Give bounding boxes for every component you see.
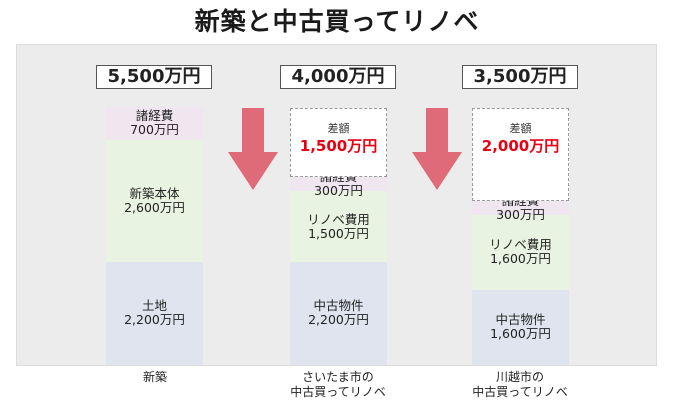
chart-title: 新築と中古買ってリノベ bbox=[194, 7, 480, 36]
bar-segment-新築本体: 新築本体 2,600万円 bbox=[106, 139, 203, 262]
category-label: さいたま市の 中古買ってリノベ bbox=[258, 370, 418, 400]
category-label-line1: 新築 bbox=[142, 370, 167, 384]
segment-value-label: 2,200万円 bbox=[124, 312, 185, 328]
bar-segment-リノベ費用: リノベ費用 1,600万円 bbox=[472, 214, 569, 290]
segment-value-label: 1,600万円 bbox=[490, 251, 551, 267]
difference-box bbox=[472, 108, 569, 201]
segment-value-label: 1,600万円 bbox=[490, 326, 551, 342]
segment-label: 土地 bbox=[141, 298, 167, 314]
bar-segment-リノベ費用: リノベ費用 1,500万円 bbox=[290, 191, 387, 262]
down-arrow-icon bbox=[412, 108, 462, 190]
category-label-line2: 中古買ってリノベ bbox=[290, 385, 386, 399]
category-label: 新築 bbox=[75, 370, 235, 385]
segment-value-label: 1,500万円 bbox=[308, 225, 369, 241]
category-label-line1: さいたま市の bbox=[302, 370, 374, 384]
segment-value-label: 700万円 bbox=[130, 122, 179, 138]
segment-label: リノベ費用 bbox=[307, 211, 370, 227]
segment-label: 中古物件 bbox=[495, 312, 546, 328]
difference-value: 2,000万円 bbox=[481, 137, 560, 155]
bar-segment-中古物件: 中古物件 1,600万円 bbox=[472, 289, 569, 365]
category-label: 川越市の 中古買ってリノベ bbox=[440, 370, 600, 400]
segment-value-label: 300万円 bbox=[496, 206, 545, 222]
down-arrow-icon bbox=[228, 108, 278, 190]
total-value-box: 3,500万円 bbox=[462, 65, 578, 89]
bar-segment-中古物件: 中古物件 2,200万円 bbox=[290, 261, 387, 365]
arrow-shape bbox=[412, 108, 462, 190]
bar-segment-諸経費: 諸経費 700万円 bbox=[106, 107, 203, 140]
bar-segment-諸経費: 諸経費300万円 bbox=[290, 170, 387, 198]
segment-value-label: 2,600万円 bbox=[124, 199, 185, 215]
segment-label: 諸経費 bbox=[135, 108, 174, 124]
difference-label: 差額 bbox=[509, 122, 532, 135]
category-label-line1: 川越市の bbox=[495, 370, 544, 384]
difference-value: 1,500万円 bbox=[299, 137, 378, 155]
total-value-box: 4,000万円 bbox=[280, 65, 396, 89]
total-value-box: 5,500万円 bbox=[96, 65, 212, 89]
difference-label: 差額 bbox=[327, 122, 350, 135]
category-label-line2: 中古買ってリノベ bbox=[472, 385, 568, 399]
bar-segment-土地: 土地 2,200万円 bbox=[106, 261, 203, 365]
arrow-shape bbox=[228, 108, 278, 190]
difference-box bbox=[290, 108, 387, 178]
segment-label: 中古物件 bbox=[313, 298, 364, 314]
segment-label: 新築本体 bbox=[129, 185, 180, 201]
segment-value-label: 2,200万円 bbox=[308, 312, 369, 328]
bar-segment-諸経費: 諸経費300万円 bbox=[472, 193, 569, 221]
segment-label: リノベ費用 bbox=[489, 237, 552, 253]
segment-value-label: 300万円 bbox=[314, 183, 363, 199]
